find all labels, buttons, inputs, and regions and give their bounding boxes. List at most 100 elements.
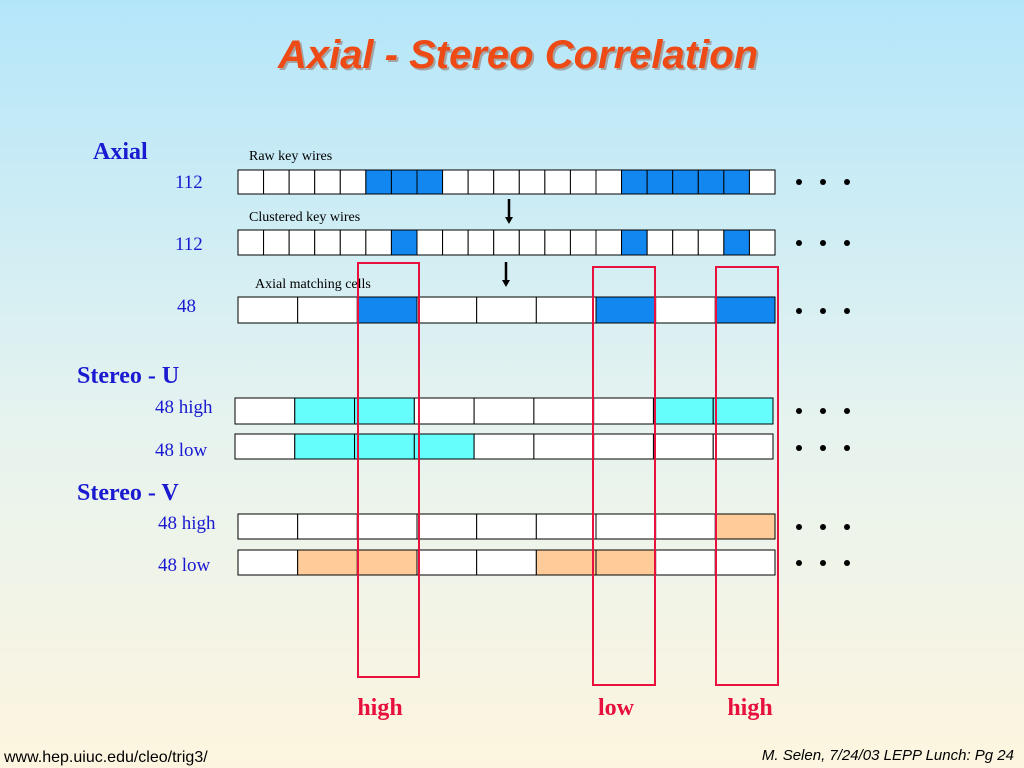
- cell: [416, 229, 444, 256]
- cell: [467, 229, 495, 256]
- cell: [535, 296, 597, 324]
- column-box: [592, 266, 656, 686]
- cell: [473, 433, 535, 460]
- cell: [413, 397, 475, 425]
- cell: [237, 549, 299, 576]
- row-label: 48: [177, 296, 196, 317]
- ellipsis-dot: [820, 445, 826, 451]
- ellipsis-dot: [844, 179, 850, 185]
- row-label: 48 low: [158, 555, 211, 576]
- cell: [354, 433, 415, 460]
- cell-rows: [234, 169, 850, 576]
- cell: [314, 229, 341, 256]
- cell: [518, 169, 546, 195]
- cell: [535, 549, 597, 576]
- cell: [234, 397, 296, 425]
- ellipsis-dot: [796, 524, 802, 530]
- cell: [593, 433, 654, 460]
- cell: [518, 229, 546, 256]
- cell: [621, 169, 648, 195]
- cell: [297, 513, 358, 540]
- footer-credit: M. Selen, 7/24/03 LEPP Lunch: Pg 24: [762, 747, 1014, 764]
- arrow-head: [505, 217, 513, 224]
- section-heading: Axial: [93, 139, 148, 165]
- cell: [476, 549, 537, 576]
- cell: [652, 397, 714, 425]
- ellipsis-dot: [820, 308, 826, 314]
- cell: [473, 397, 535, 425]
- cell: [652, 433, 714, 460]
- cell: [655, 513, 716, 540]
- cell: [621, 229, 648, 256]
- cell: [288, 229, 316, 256]
- cell: [712, 397, 774, 425]
- cell: [416, 169, 444, 195]
- cell: [493, 169, 520, 195]
- cell: [714, 549, 776, 576]
- cell: [467, 169, 495, 195]
- cell: [339, 229, 367, 256]
- row-label: 112: [175, 172, 203, 193]
- cell: [569, 229, 597, 256]
- section-heading: Stereo - U: [77, 363, 179, 389]
- cell: [533, 397, 595, 425]
- cell: [365, 169, 392, 195]
- cell: [442, 229, 469, 256]
- cell: [723, 229, 750, 256]
- ellipsis-dot: [820, 408, 826, 414]
- cell: [723, 169, 750, 195]
- section-heading: Stereo - V: [77, 480, 179, 506]
- cell: [595, 296, 657, 324]
- cell: [356, 296, 418, 324]
- row-caption: Raw key wires: [249, 149, 332, 164]
- cell: [416, 513, 478, 540]
- ellipsis-dot: [844, 240, 850, 246]
- column-box: [357, 262, 420, 678]
- cell: [655, 549, 716, 576]
- cell: [294, 433, 356, 460]
- cell: [714, 513, 776, 540]
- footer-url: www.hep.uiuc.edu/cleo/trig3/: [3, 749, 208, 766]
- ellipsis-dot: [820, 240, 826, 246]
- row-label: 48 high: [158, 513, 216, 534]
- cell: [314, 169, 341, 195]
- cell: [544, 229, 571, 256]
- column-label: low: [598, 695, 635, 721]
- ellipsis-dot: [844, 408, 850, 414]
- cell: [237, 229, 265, 256]
- cell: [297, 549, 358, 576]
- cell: [544, 169, 571, 195]
- cell: [442, 169, 469, 195]
- cell: [646, 169, 674, 195]
- cell: [356, 513, 418, 540]
- cell: [476, 296, 537, 324]
- column-box: [715, 266, 779, 686]
- cell: [339, 169, 367, 195]
- column-label: high: [357, 695, 402, 721]
- cell: [356, 549, 418, 576]
- cell: [416, 549, 478, 576]
- cell: [655, 296, 716, 324]
- ellipsis-dot: [844, 308, 850, 314]
- cell: [714, 296, 776, 324]
- cell: [697, 229, 725, 256]
- cell: [354, 397, 415, 425]
- column-label: high: [727, 695, 772, 721]
- cell: [390, 229, 418, 256]
- row-caption: Axial matching cells: [255, 277, 371, 292]
- cell: [365, 229, 392, 256]
- cell: [672, 229, 699, 256]
- cell: [416, 296, 478, 324]
- row-caption: Clustered key wires: [249, 210, 360, 225]
- ellipsis-dot: [796, 308, 802, 314]
- cell: [748, 229, 776, 256]
- ellipsis-dot: [820, 179, 826, 185]
- cell: [569, 169, 597, 195]
- title: Axial - Stereo Correlation: [277, 33, 758, 77]
- row-label: 48 low: [155, 440, 208, 461]
- ellipsis-dot: [820, 524, 826, 530]
- cell: [237, 169, 265, 195]
- cell: [595, 549, 657, 576]
